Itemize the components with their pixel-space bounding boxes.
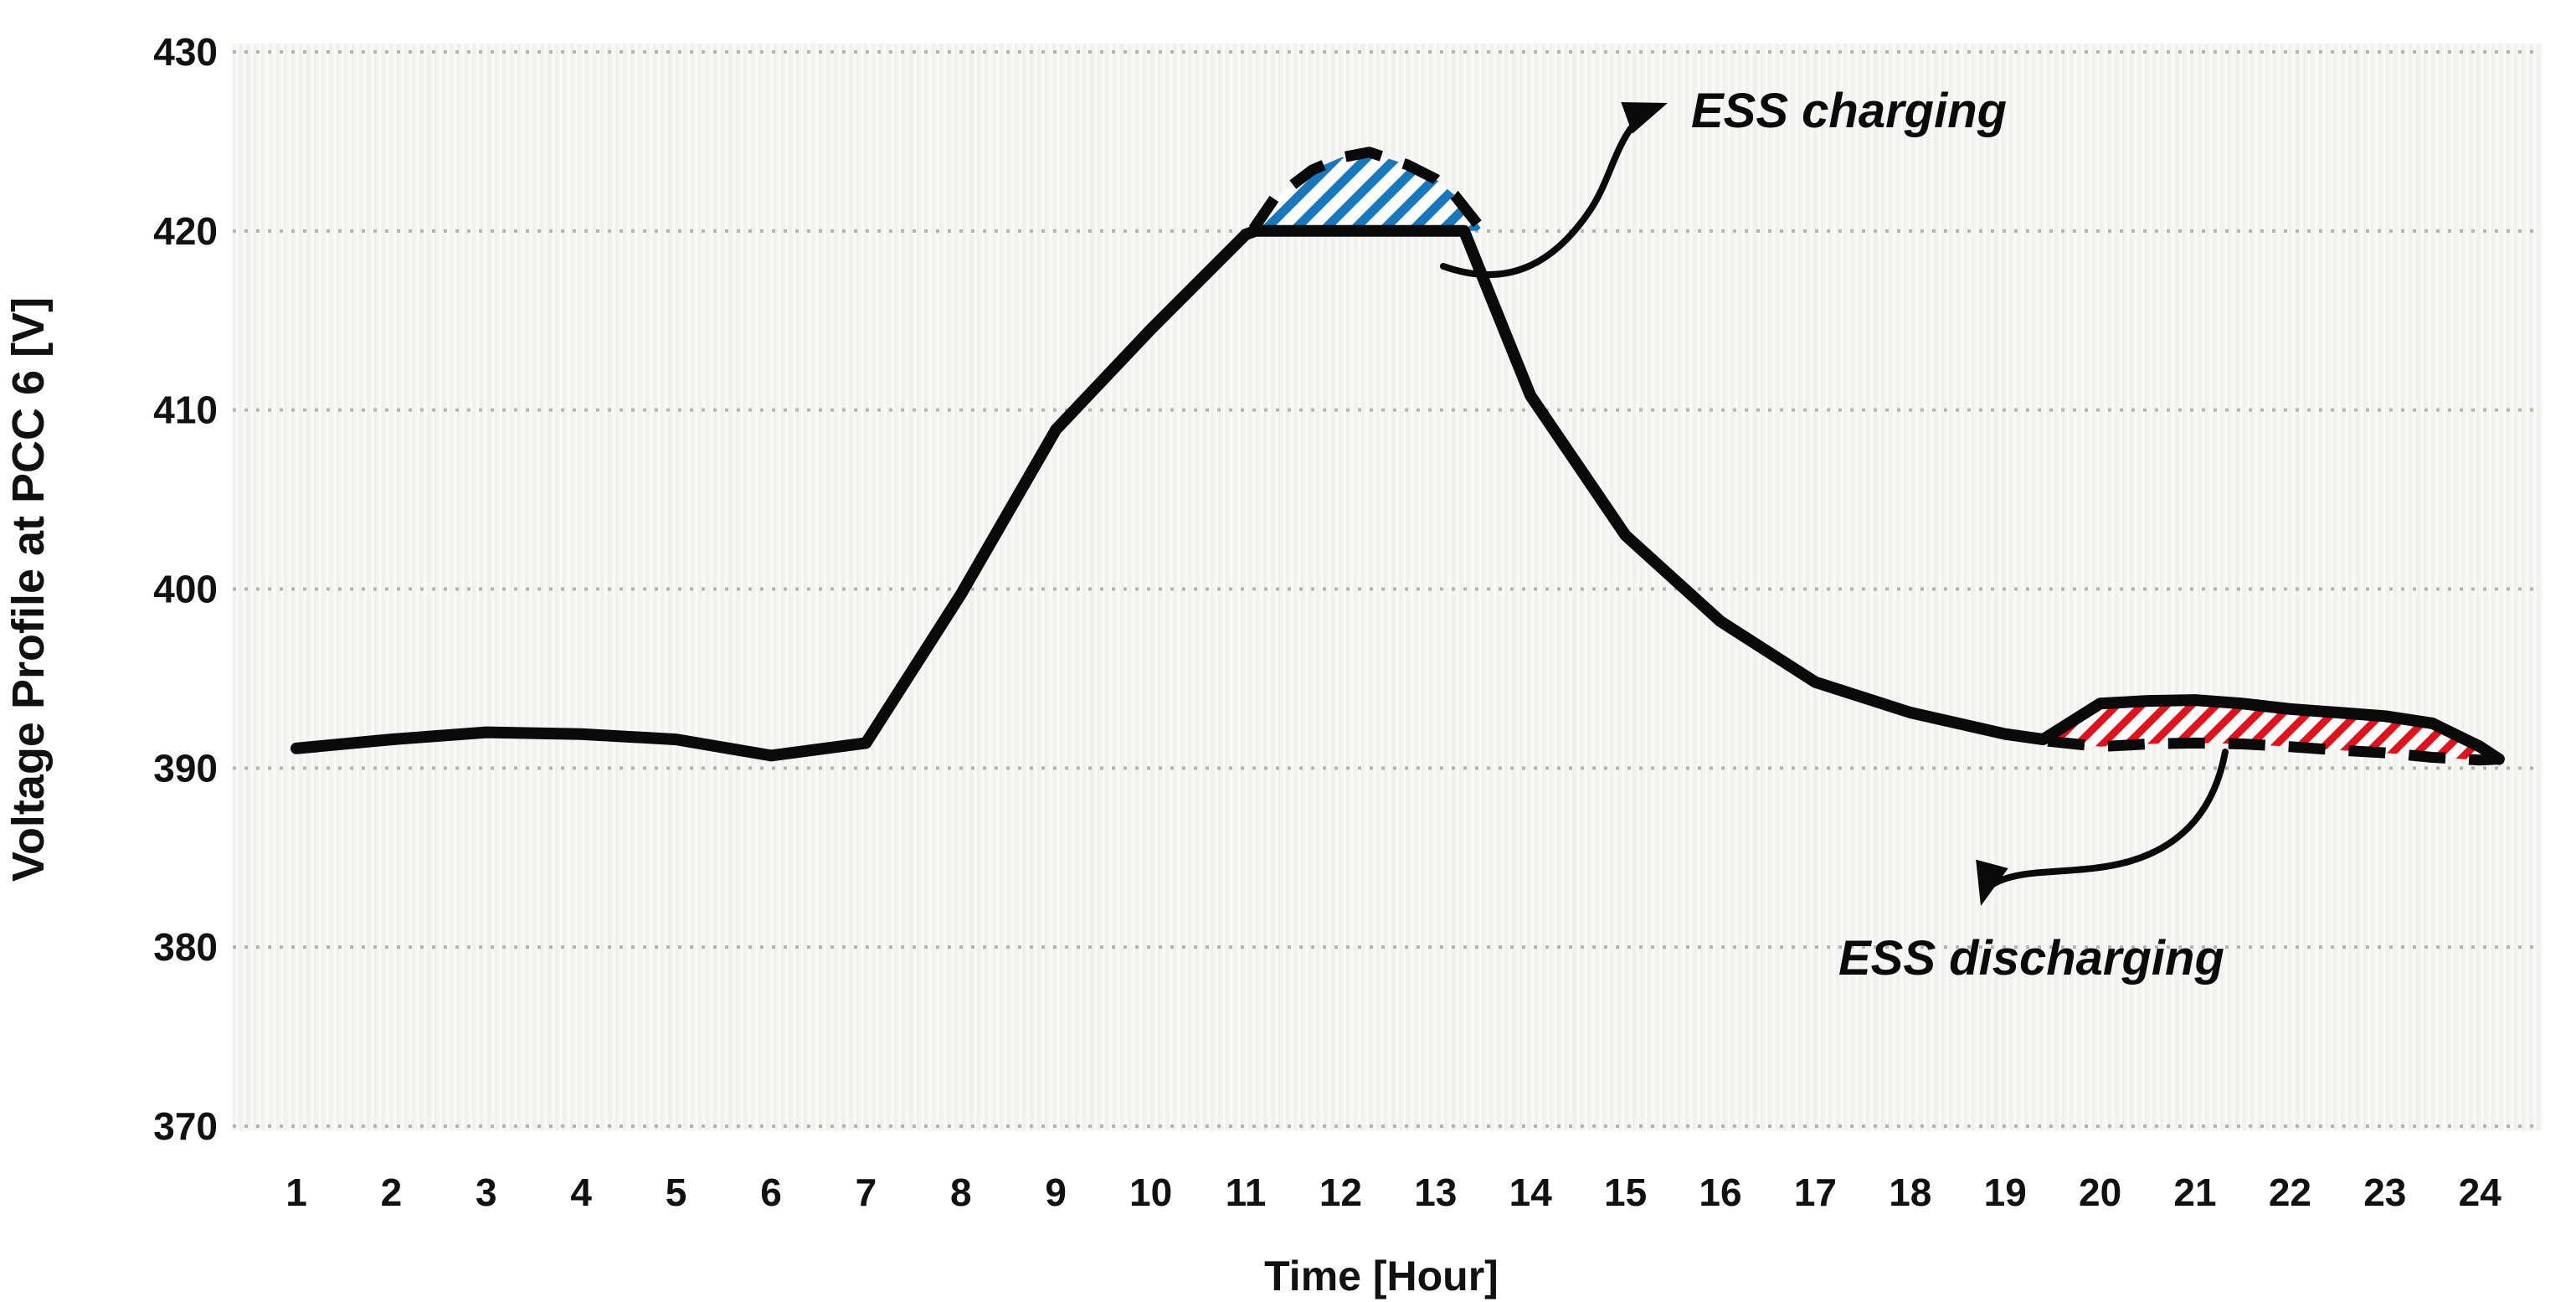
x-tick-label-8: 8 xyxy=(950,1171,972,1214)
discharging-arrow xyxy=(1982,749,2229,893)
x-tick-label-16: 16 xyxy=(1699,1171,1741,1214)
y-tick-label-380: 380 xyxy=(153,925,218,969)
x-tick-label-6: 6 xyxy=(760,1171,782,1214)
series-without-ess-discharging xyxy=(2047,735,2500,766)
x-tick-label-18: 18 xyxy=(1889,1171,1931,1214)
x-tick-label-14: 14 xyxy=(1509,1171,1553,1214)
x-tick-label-12: 12 xyxy=(1319,1171,1362,1214)
x-tick-label-7: 7 xyxy=(856,1171,877,1214)
x-tick-label-21: 21 xyxy=(2173,1171,2216,1214)
series-without-ess-charging xyxy=(1248,147,1488,234)
x-tick-label-1: 1 xyxy=(285,1171,307,1214)
region-discharging xyxy=(2043,700,2499,760)
discharging-annotation-label: ESS discharging xyxy=(1838,931,2224,986)
y-tick-label-430: 430 xyxy=(153,30,218,74)
x-tick-label-17: 17 xyxy=(1794,1171,1837,1214)
x-tick-label-10: 10 xyxy=(1129,1171,1172,1214)
y-tick-label-420: 420 xyxy=(153,209,218,253)
x-tick-label-22: 22 xyxy=(2269,1171,2311,1214)
charging-arrowhead-icon xyxy=(1621,101,1668,134)
charging-arrow xyxy=(1440,104,1658,279)
x-tick-label-13: 13 xyxy=(1414,1171,1457,1214)
x-tick-label-15: 15 xyxy=(1604,1171,1647,1214)
x-tick-label-23: 23 xyxy=(2363,1171,2406,1214)
discharging-arrowhead-icon xyxy=(1976,859,2008,906)
y-tick-label-390: 390 xyxy=(153,746,218,790)
y-tick-label-370: 370 xyxy=(153,1104,218,1148)
y-axis-title: Voltage Profile at PCC 6 [V] xyxy=(3,297,54,882)
x-tick-label-11: 11 xyxy=(1226,1171,1267,1214)
x-tick-label-2: 2 xyxy=(381,1171,403,1214)
x-tick-label-9: 9 xyxy=(1045,1171,1067,1214)
y-tick-label-410: 410 xyxy=(153,389,218,432)
x-tick-label-5: 5 xyxy=(666,1171,687,1214)
x-tick-label-20: 20 xyxy=(2079,1171,2121,1214)
series-with-ess xyxy=(291,224,2505,765)
x-tick-label-3: 3 xyxy=(476,1171,497,1214)
x-axis-title: Time [Hour] xyxy=(1264,1253,1499,1299)
x-tick-label-24: 24 xyxy=(2459,1171,2502,1214)
charging-annotation-label: ESS charging xyxy=(1691,84,2007,138)
x-tick-label-4: 4 xyxy=(570,1171,592,1214)
x-tick-label-19: 19 xyxy=(1984,1171,2027,1214)
y-tick-label-400: 400 xyxy=(153,567,218,610)
